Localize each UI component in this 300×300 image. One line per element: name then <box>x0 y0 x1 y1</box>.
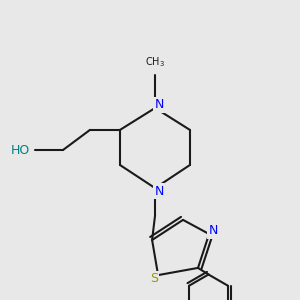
Text: CH$_3$: CH$_3$ <box>145 55 165 69</box>
Text: HO: HO <box>11 143 30 157</box>
Text: N: N <box>154 98 164 112</box>
Text: S: S <box>150 272 158 286</box>
Text: N: N <box>208 224 218 238</box>
Text: N: N <box>154 184 164 198</box>
